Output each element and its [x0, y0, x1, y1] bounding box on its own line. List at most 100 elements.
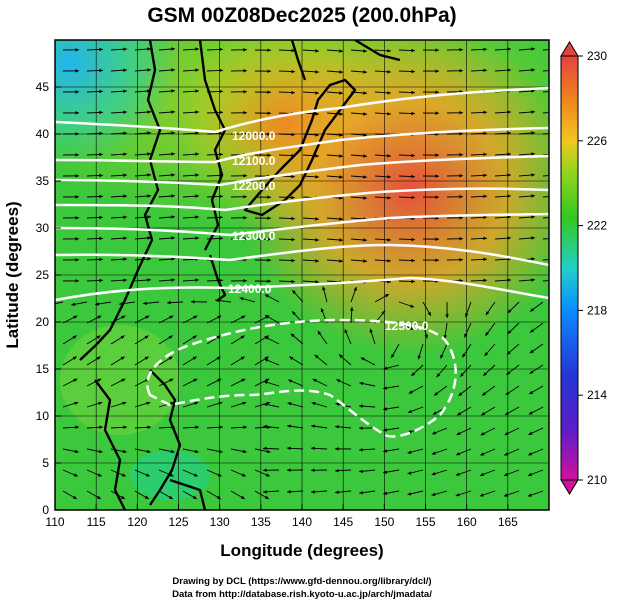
wind-arrowhead — [263, 490, 267, 494]
colorbar-tick-label: 230 — [587, 49, 607, 63]
wind-arrowhead — [123, 68, 127, 72]
wind-arrowhead — [75, 279, 79, 283]
wind-arrowhead — [241, 473, 246, 477]
wind-arrowhead — [263, 446, 267, 451]
wind-arrowhead — [218, 401, 223, 406]
wind-arrowhead — [195, 278, 199, 282]
y-axis: 0 5 10 15 20 25 30 35 40 45 — [36, 80, 61, 517]
wind-arrowhead — [219, 425, 223, 430]
wind-arrowhead — [459, 237, 463, 241]
wind-arrowhead — [315, 175, 319, 179]
wind-arrowhead — [147, 194, 151, 198]
wind-arrowhead — [243, 237, 247, 241]
wind-arrowhead — [485, 311, 490, 316]
wind-arrowhead — [217, 378, 222, 382]
wind-arrowhead — [507, 330, 512, 335]
wind-arrowhead — [387, 259, 391, 263]
wind-arrowhead — [417, 355, 422, 360]
wind-arrowhead — [529, 390, 534, 395]
wind-arrowhead — [219, 278, 223, 283]
wind-arrowhead — [528, 431, 533, 435]
wind-arrowhead — [363, 133, 367, 137]
wind-arrowhead — [336, 379, 341, 383]
wind-arrowhead — [409, 326, 414, 330]
wind-arrowhead — [263, 468, 267, 472]
credit-line-2: Data from http://database.rish.kyoto-u.a… — [172, 589, 432, 600]
wind-arrowhead — [363, 49, 367, 53]
wind-arrowhead — [506, 371, 511, 375]
wind-arrowhead — [483, 257, 487, 262]
wind-arrowhead — [243, 279, 247, 283]
wind-arrowhead — [171, 215, 175, 219]
wind-arrowhead — [219, 236, 223, 241]
wind-arrowhead — [98, 401, 103, 406]
wind-arrowhead — [314, 354, 319, 359]
wind-arrowhead — [146, 401, 151, 406]
wind-arrowhead — [411, 90, 415, 95]
wind-arrowhead — [435, 111, 439, 115]
wind-arrowhead — [167, 300, 171, 305]
wind-arrowhead — [531, 215, 535, 219]
wind-arrowhead — [219, 68, 223, 73]
wind-arrowhead — [435, 90, 439, 94]
wind-arrowhead — [97, 315, 102, 319]
x-tick-label: 165 — [498, 515, 518, 529]
wind-vector — [542, 112, 549, 114]
borneo-coastline — [169, 478, 207, 510]
wind-arrowhead — [120, 335, 125, 340]
wind-arrowhead — [531, 152, 535, 156]
x-axis-label: Longitude (degrees) — [220, 541, 383, 560]
wind-arrowhead — [455, 493, 460, 497]
wind-arrowhead — [507, 236, 511, 240]
wind-arrowhead — [195, 215, 199, 219]
wind-arrowhead — [168, 495, 173, 499]
wind-arrowhead — [74, 401, 79, 406]
wind-arrowhead — [123, 194, 127, 198]
wind-arrowhead — [483, 278, 487, 283]
wind-arrowhead — [504, 452, 509, 456]
contour-label-group: 12000.0 12100.0 12200.0 12300.0 12400.0 … — [228, 129, 429, 333]
wind-arrowhead — [435, 48, 439, 52]
y-tick-label: 15 — [36, 362, 50, 376]
wind-arrowhead — [263, 402, 268, 407]
x-tick-label: 120 — [127, 515, 147, 529]
wind-arrowhead — [411, 258, 415, 263]
wind-vector — [542, 259, 549, 261]
wind-arrowhead — [75, 111, 79, 115]
wind-arrowhead — [320, 308, 325, 313]
wind-arrowhead — [171, 173, 175, 177]
wind-vector — [542, 49, 549, 51]
wind-arrowhead — [195, 194, 199, 198]
wind-arrowhead — [169, 315, 174, 319]
wind-arrowhead — [483, 131, 487, 136]
wind-arrowhead — [335, 468, 339, 473]
wind-arrowhead — [75, 174, 79, 178]
wind-arrowhead — [350, 307, 354, 311]
wind-arrowhead — [267, 258, 271, 262]
wind-arrowhead — [359, 490, 363, 495]
wind-arrowhead — [264, 294, 269, 298]
wind-arrowhead — [432, 431, 437, 435]
wind-arrowhead — [289, 356, 294, 360]
wind-arrowhead — [555, 257, 559, 260]
wind-arrowhead — [459, 69, 463, 73]
wind-vector — [542, 175, 549, 177]
wind-arrowhead — [240, 335, 245, 340]
wind-arrowhead — [531, 257, 535, 261]
wind-arrowhead — [143, 301, 147, 305]
wind-arrowhead — [507, 173, 511, 177]
wind-arrowhead — [528, 452, 533, 456]
wind-arrowhead — [483, 152, 487, 157]
wind-arrowhead — [243, 174, 247, 178]
wind-arrowhead — [459, 111, 463, 115]
x-tick-label: 130 — [210, 515, 230, 529]
colorbar-tick-label: 218 — [587, 303, 607, 317]
wind-arrowhead — [529, 349, 534, 354]
wind-arrowhead — [440, 354, 444, 359]
wind-arrowhead — [123, 152, 127, 156]
wind-arrowhead — [431, 471, 436, 476]
wind-arrowhead — [483, 215, 487, 220]
wind-arrowhead — [192, 335, 197, 340]
wind-arrowhead — [383, 407, 388, 411]
